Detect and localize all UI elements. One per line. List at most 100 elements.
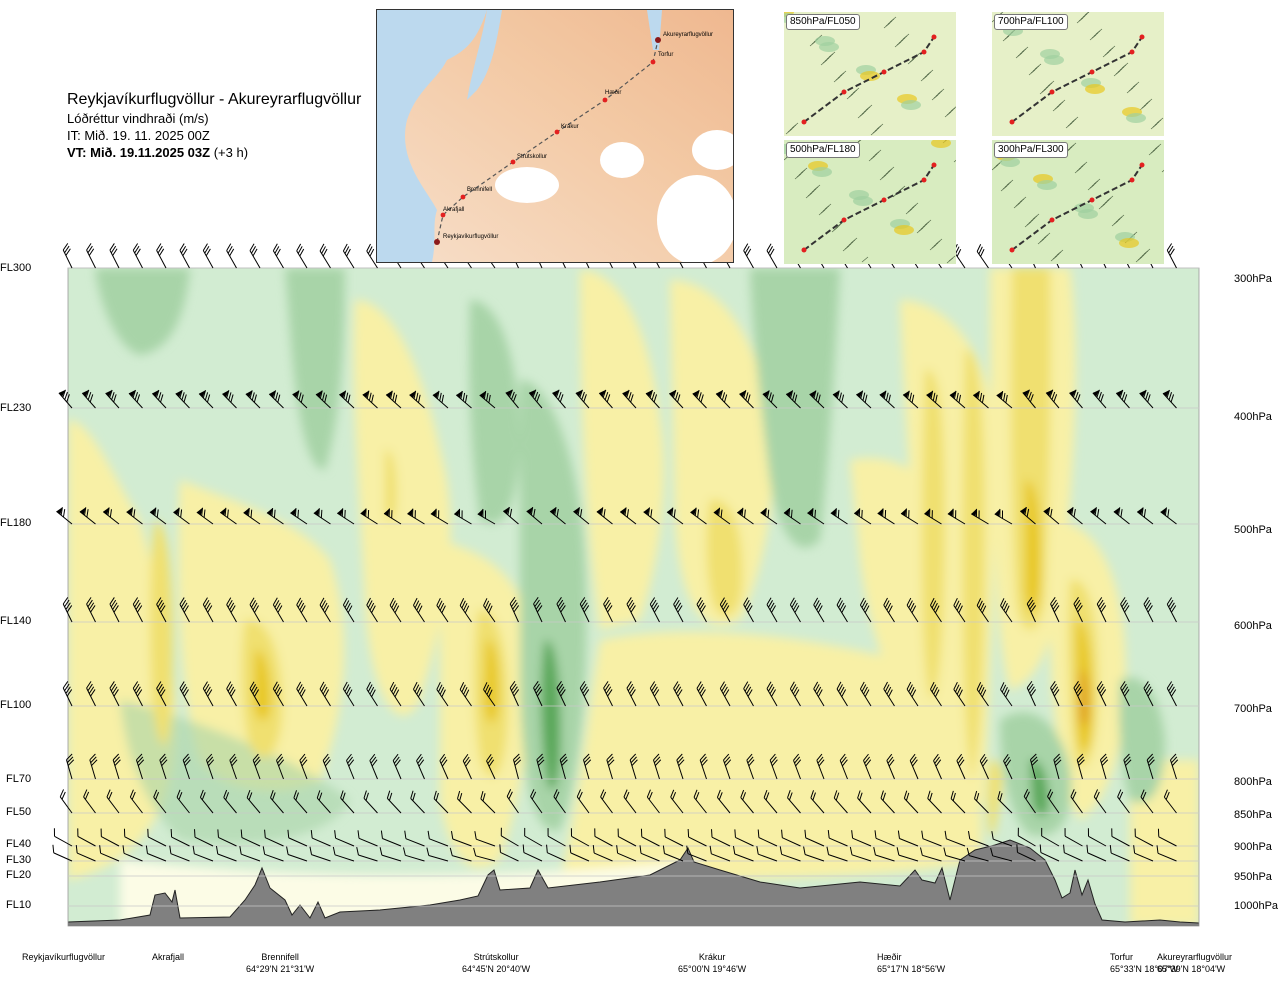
wind-barb: [816, 753, 825, 780]
wind-barb: [879, 390, 895, 409]
wind-barb: [809, 390, 825, 409]
wind-barb: [666, 507, 684, 525]
wind-barb: [699, 753, 708, 780]
wind-barb: [309, 846, 331, 862]
wind-barb: [1140, 789, 1154, 814]
wind-barb: [170, 828, 190, 847]
wind-barb: [147, 828, 167, 847]
wind-barb: [56, 507, 73, 525]
wind-barb: [262, 846, 284, 862]
wind-barb: [474, 831, 496, 847]
route-map-svg: Akureyrarflugvöllur Torfur Hæðir Krákur …: [377, 10, 733, 262]
wind-barb: [793, 753, 802, 780]
wind-barb: [179, 243, 190, 269]
wind-barb: [583, 753, 592, 780]
wind-barb: [836, 597, 848, 623]
wind-barb: [502, 506, 519, 525]
wind-barb: [286, 846, 308, 862]
wind-barb: [933, 753, 942, 780]
wind-barb: [1120, 597, 1130, 623]
wind-barb: [436, 681, 449, 707]
wind-barb: [664, 828, 684, 847]
wind-barb: [719, 597, 731, 623]
wind-barb: [272, 243, 284, 269]
wind-barb: [579, 681, 590, 707]
wind-barb: [839, 753, 848, 780]
mini-map-label: 500hPa/FL180: [786, 142, 860, 158]
wind-barb: [953, 681, 966, 707]
wind-barb: [296, 243, 308, 269]
wind-barb: [947, 508, 966, 525]
route-title: Reykjavíkurflugvöllur - Akureyrarflugvöl…: [67, 91, 362, 108]
wind-barb: [296, 681, 308, 707]
wind-barb: [522, 844, 543, 862]
station-name: Krákur: [698, 952, 726, 962]
wind-barb: [249, 681, 261, 707]
wind-barb: [1003, 754, 1013, 780]
wind-barb: [766, 243, 778, 269]
wind-barb: [603, 681, 613, 707]
wind-barb: [86, 597, 96, 623]
station-label: Akureyrarflugvöllur 65°39'N 18°04'W: [1157, 951, 1232, 975]
pressure-label: 400hPa: [1234, 411, 1272, 423]
wind-barb: [199, 789, 214, 814]
wind-barb: [880, 790, 895, 814]
wind-barb: [386, 790, 402, 814]
station-name: Hæðir: [877, 952, 902, 962]
sea-area: [377, 10, 487, 262]
wind-barb: [145, 845, 167, 862]
wind-barb: [89, 753, 98, 780]
wind-barb: [687, 828, 707, 847]
wind-barb: [649, 681, 660, 707]
wind-barb: [1133, 845, 1154, 862]
wind-barb: [530, 789, 543, 814]
wind-barb: [1069, 389, 1083, 409]
wind-barb: [640, 828, 660, 847]
wind-barb: [787, 790, 801, 814]
wind-barb: [1166, 243, 1177, 269]
mini-map-700: 700hPa/FL100: [992, 12, 1164, 136]
wind-barb: [756, 846, 778, 862]
wind-barb: [716, 789, 731, 814]
pressure-label: 600hPa: [1234, 620, 1272, 632]
wind-barb: [785, 390, 801, 409]
wind-barb: [1139, 389, 1154, 409]
wind-barb: [1063, 844, 1083, 862]
wind-barb: [676, 753, 685, 780]
wind-barb: [132, 597, 143, 623]
station-label: Akrafjall: [152, 951, 184, 963]
wind-barb: [950, 790, 966, 814]
wind-barb: [206, 753, 215, 780]
wind-barb: [1039, 844, 1060, 862]
wind-barb: [366, 243, 378, 269]
wind-barb: [175, 389, 190, 409]
wind-barb: [506, 789, 519, 814]
wind-barb: [1023, 789, 1036, 814]
wind-barb: [804, 829, 825, 847]
wind-barb: [240, 829, 261, 847]
wind-barb: [760, 507, 778, 525]
wind-barb: [62, 681, 73, 707]
wind-barb: [598, 389, 613, 409]
wind-barb: [128, 389, 143, 409]
map-label-torfur: Torfur: [658, 52, 673, 58]
wind-barb: [59, 789, 73, 814]
wind-barb: [176, 789, 190, 814]
glacier: [495, 167, 559, 203]
wind-barb: [1064, 828, 1083, 847]
wind-barb: [226, 681, 237, 707]
route-waypoint: [650, 59, 656, 65]
wind-barb: [151, 389, 167, 409]
wind-barb: [673, 681, 684, 707]
wind-barb: [743, 597, 754, 623]
wind-barb: [159, 753, 168, 780]
wind-barb: [830, 508, 848, 525]
wind-barb: [462, 753, 472, 780]
wind-barb: [732, 845, 754, 862]
wind-barb: [762, 390, 778, 409]
wind-barb: [1090, 507, 1107, 525]
wind-barb: [1093, 789, 1107, 814]
wind-barb: [1030, 753, 1039, 780]
wind-barb: [1073, 597, 1083, 623]
route-waypoint: [434, 239, 440, 245]
